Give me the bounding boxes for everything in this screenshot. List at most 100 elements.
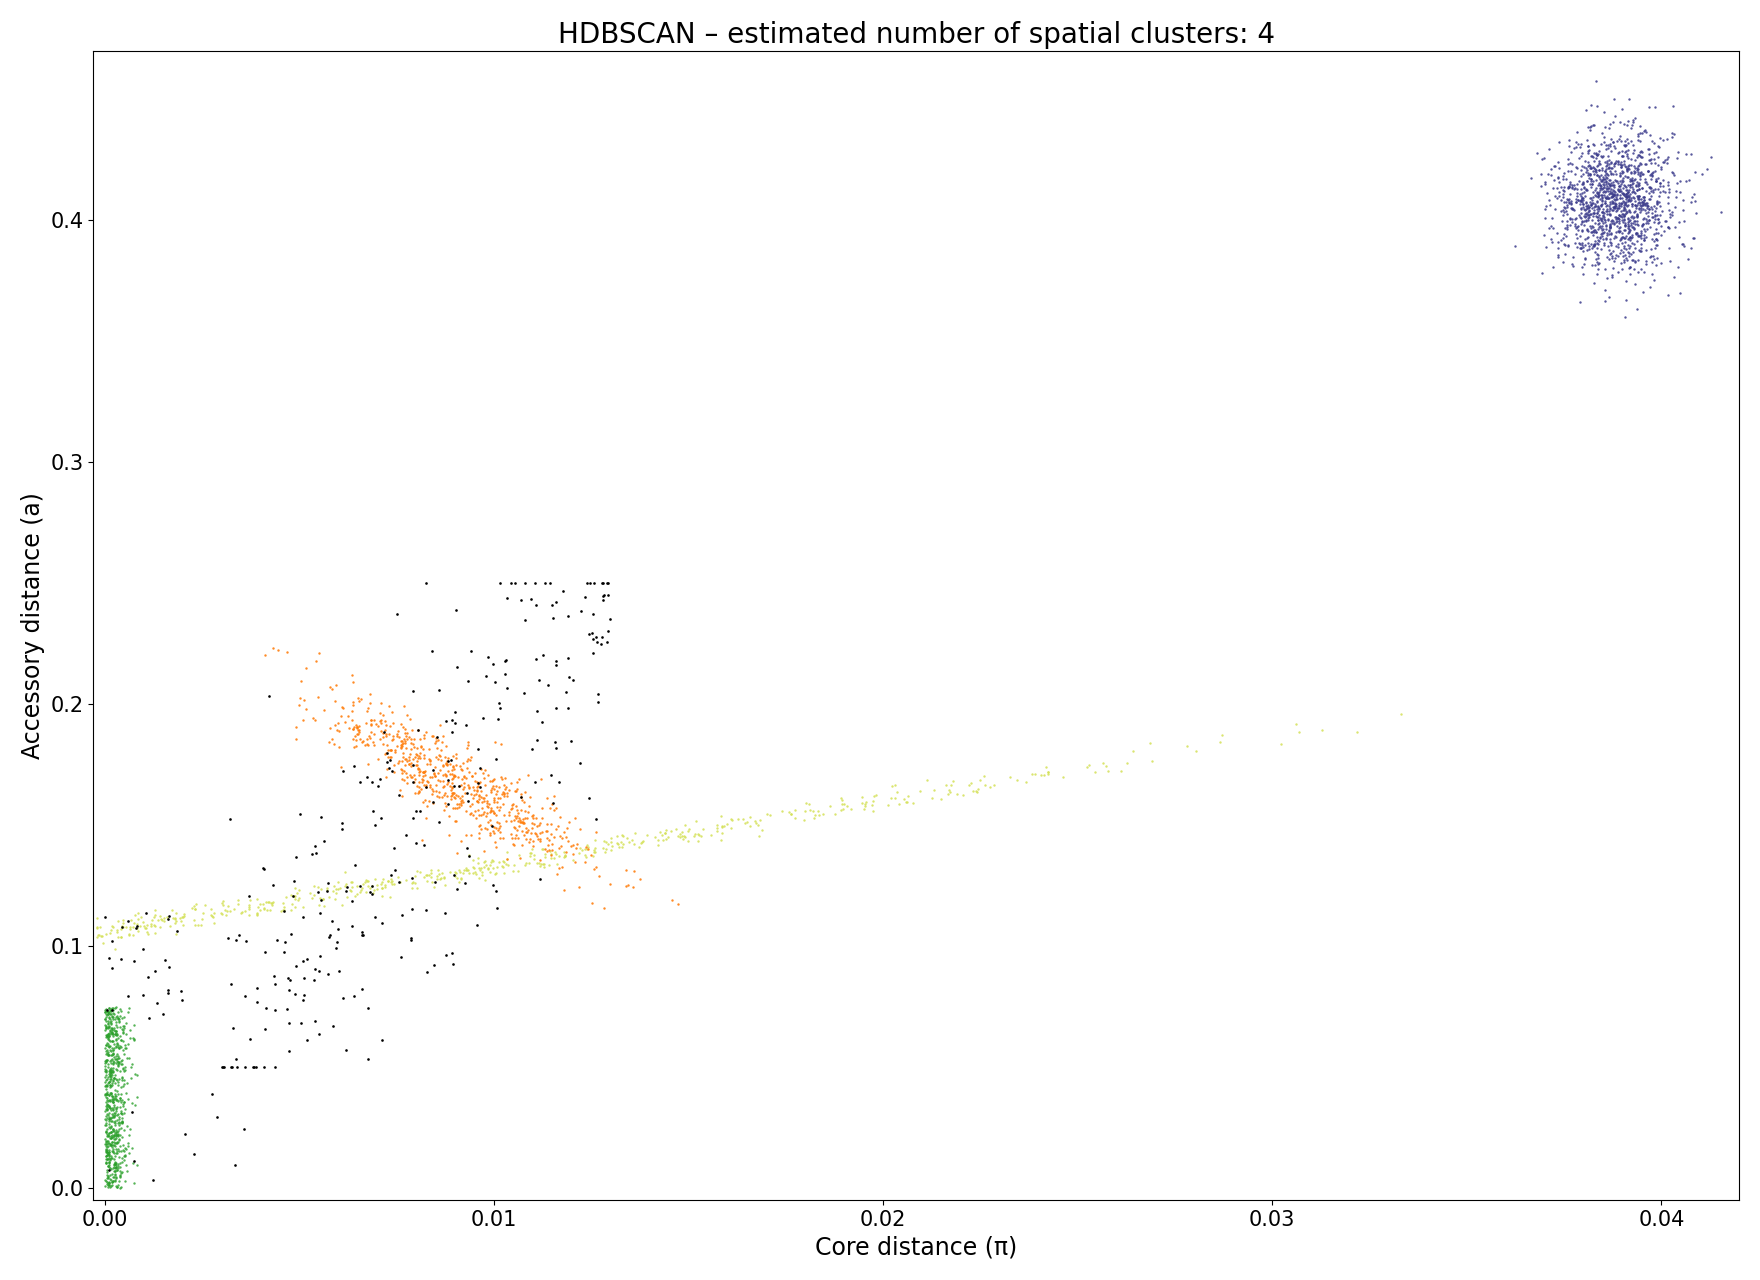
Point [260,1000,289,1020]
Point [107,1092,136,1112]
Point [1614,215,1642,236]
Point [123,1155,151,1175]
Point [1605,170,1633,191]
Point [1549,228,1577,248]
Point [301,1011,329,1032]
Point [1610,142,1639,163]
Point [454,860,482,881]
Point [384,604,412,625]
Point [1549,165,1577,186]
Point [1570,255,1598,275]
Point [1582,143,1610,164]
Point [92,1052,120,1073]
Point [1633,140,1661,160]
Point [148,910,176,931]
Point [713,813,741,833]
Point [100,1170,128,1190]
Point [542,698,570,718]
Point [429,764,458,785]
Point [1605,180,1633,201]
Point [479,851,507,872]
Point [1588,207,1616,228]
Point [1575,120,1603,141]
Point [95,1108,123,1129]
Point [1623,207,1651,228]
Point [92,1070,120,1091]
Point [574,835,602,855]
Point [222,929,250,950]
Point [1544,223,1572,243]
Point [475,855,503,876]
Point [419,726,447,746]
Point [482,781,510,801]
Point [1617,168,1646,188]
Point [99,916,127,937]
Point [347,979,375,1000]
Point [128,911,157,932]
Point [1637,177,1665,197]
Point [95,1044,123,1065]
Point [1589,166,1617,187]
Point [473,646,502,667]
Point [604,826,632,846]
Point [1621,191,1649,211]
Point [431,710,459,731]
Point [1591,168,1619,188]
Point [444,797,472,818]
Point [99,1119,127,1139]
Point [451,765,479,786]
Point [398,739,426,759]
Point [1628,178,1656,198]
Point [92,998,120,1019]
Point [1632,122,1660,142]
Point [252,892,280,913]
Point [1677,187,1705,207]
Point [1544,178,1572,198]
Point [341,855,370,876]
Point [97,1135,125,1156]
Point [114,910,143,931]
Point [99,1092,127,1112]
Point [408,762,436,782]
Point [111,1060,139,1080]
Point [604,833,632,854]
Point [519,836,547,856]
Point [400,755,428,776]
Point [510,792,539,813]
Point [591,838,620,859]
Point [1584,201,1612,221]
Point [1563,183,1591,204]
Point [1621,251,1649,271]
Point [1308,719,1336,740]
Point [1621,202,1649,223]
Point [373,759,401,780]
Point [1603,151,1632,172]
Point [348,924,377,945]
Point [1575,237,1603,257]
Point [111,1038,139,1059]
Point [1610,197,1639,218]
Point [324,932,352,952]
Point [466,787,495,808]
Point [99,1052,127,1073]
Point [1030,764,1058,785]
Point [340,986,368,1006]
Point [442,812,470,832]
Point [95,1148,123,1169]
Point [537,847,565,868]
Point [1610,136,1639,156]
Point [1584,198,1612,219]
Point [708,817,736,837]
Point [1642,197,1670,218]
Point [12,938,40,959]
Point [405,801,433,822]
Point [1602,152,1630,173]
Point [1343,722,1371,742]
Point [674,831,702,851]
Point [128,986,157,1006]
Point [111,1138,139,1158]
Point [1617,206,1646,227]
Point [93,1002,121,1023]
Point [97,1116,125,1137]
Point [92,1132,120,1152]
